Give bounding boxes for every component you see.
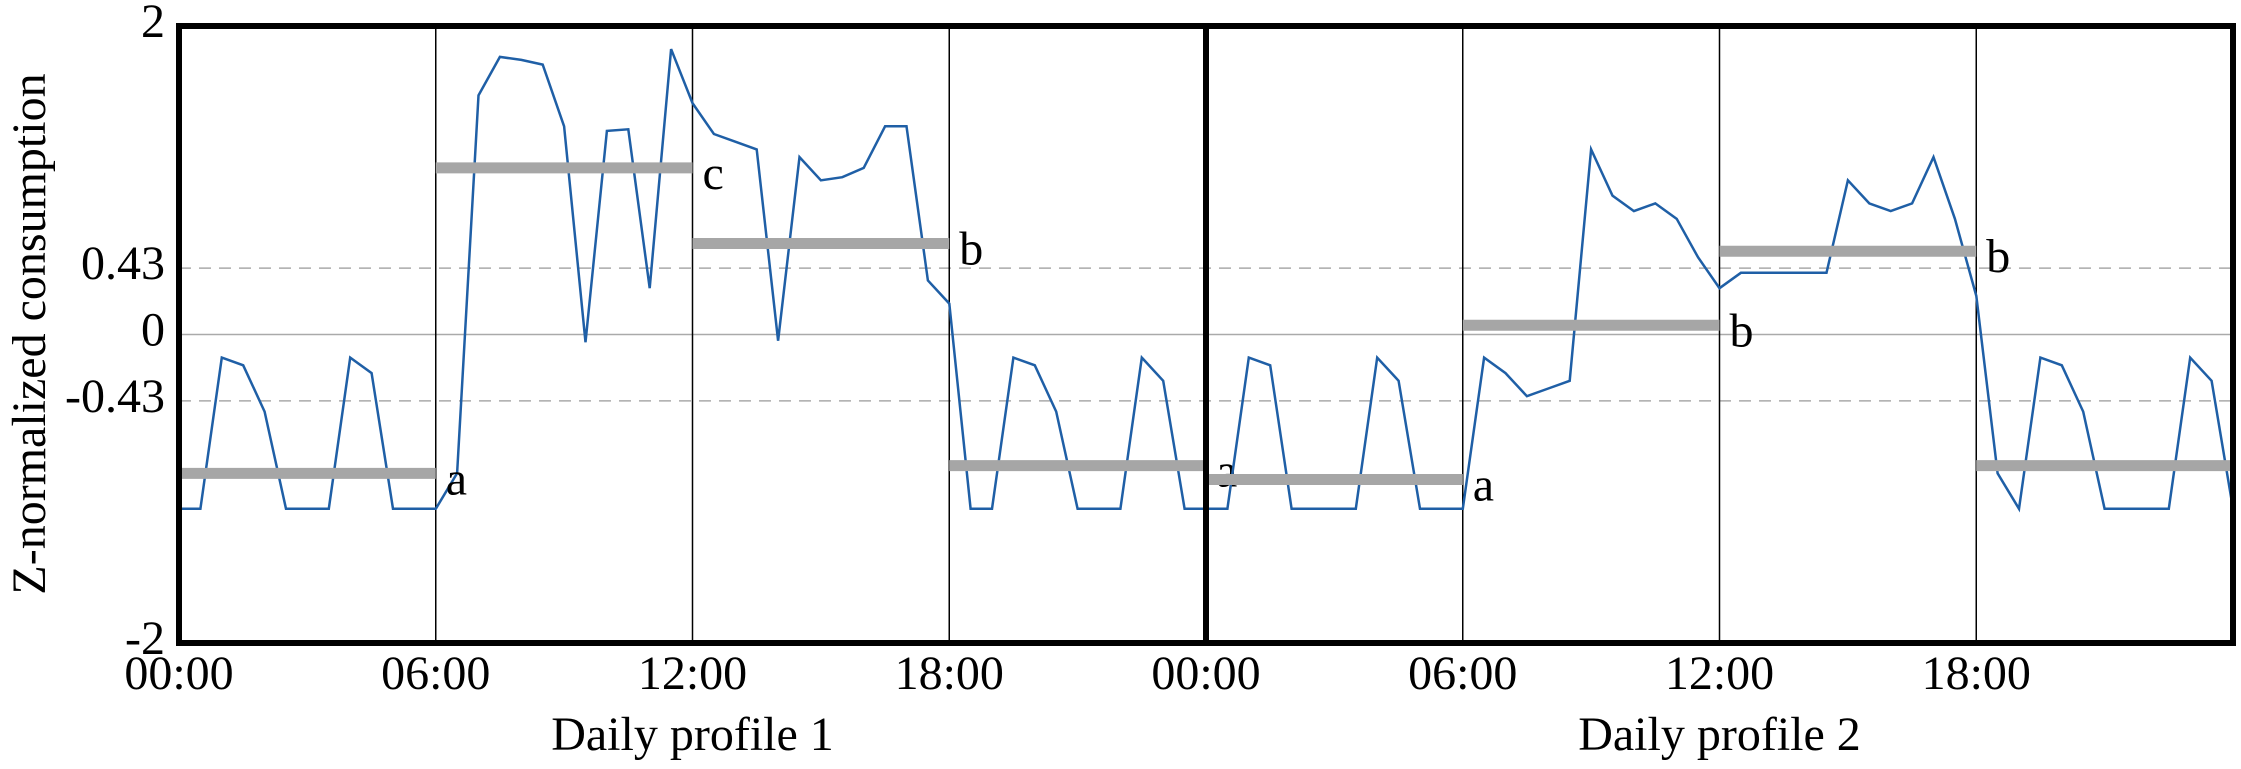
segment-label: b	[1730, 304, 1754, 357]
y-axis-label: Z-normalized consumption	[3, 73, 56, 594]
x-tick-label: 06:00	[1408, 647, 1517, 700]
data-line	[1206, 144, 2235, 513]
x-tick-label: 18:00	[895, 647, 1004, 700]
segment-label: a	[1473, 459, 1494, 512]
x-axis-label: Daily profile 1	[551, 708, 834, 761]
segment-label: b	[1986, 230, 2010, 283]
x-axis-label: Daily profile 2	[1578, 708, 1861, 761]
segment-label: a	[446, 452, 467, 505]
x-tick-label: 12:00	[638, 647, 747, 700]
x-tick-label: 00:00	[124, 647, 233, 700]
y-tick-label: 0.43	[81, 237, 165, 290]
y-tick-label: -0.43	[65, 370, 165, 423]
plot-frame	[1203, 23, 2236, 646]
y-tick-label: -2	[125, 612, 165, 665]
data-line	[179, 48, 1206, 511]
x-tick-label: 06:00	[381, 647, 490, 700]
x-tick-label: 12:00	[1665, 647, 1774, 700]
segment-label: b	[959, 223, 983, 276]
segment-label: c	[703, 147, 724, 200]
x-tick-label: 00:00	[1151, 647, 1260, 700]
y-tick-label: 0	[141, 304, 165, 357]
x-tick-label: 18:00	[1922, 647, 2031, 700]
y-tick-label: 2	[141, 0, 165, 48]
